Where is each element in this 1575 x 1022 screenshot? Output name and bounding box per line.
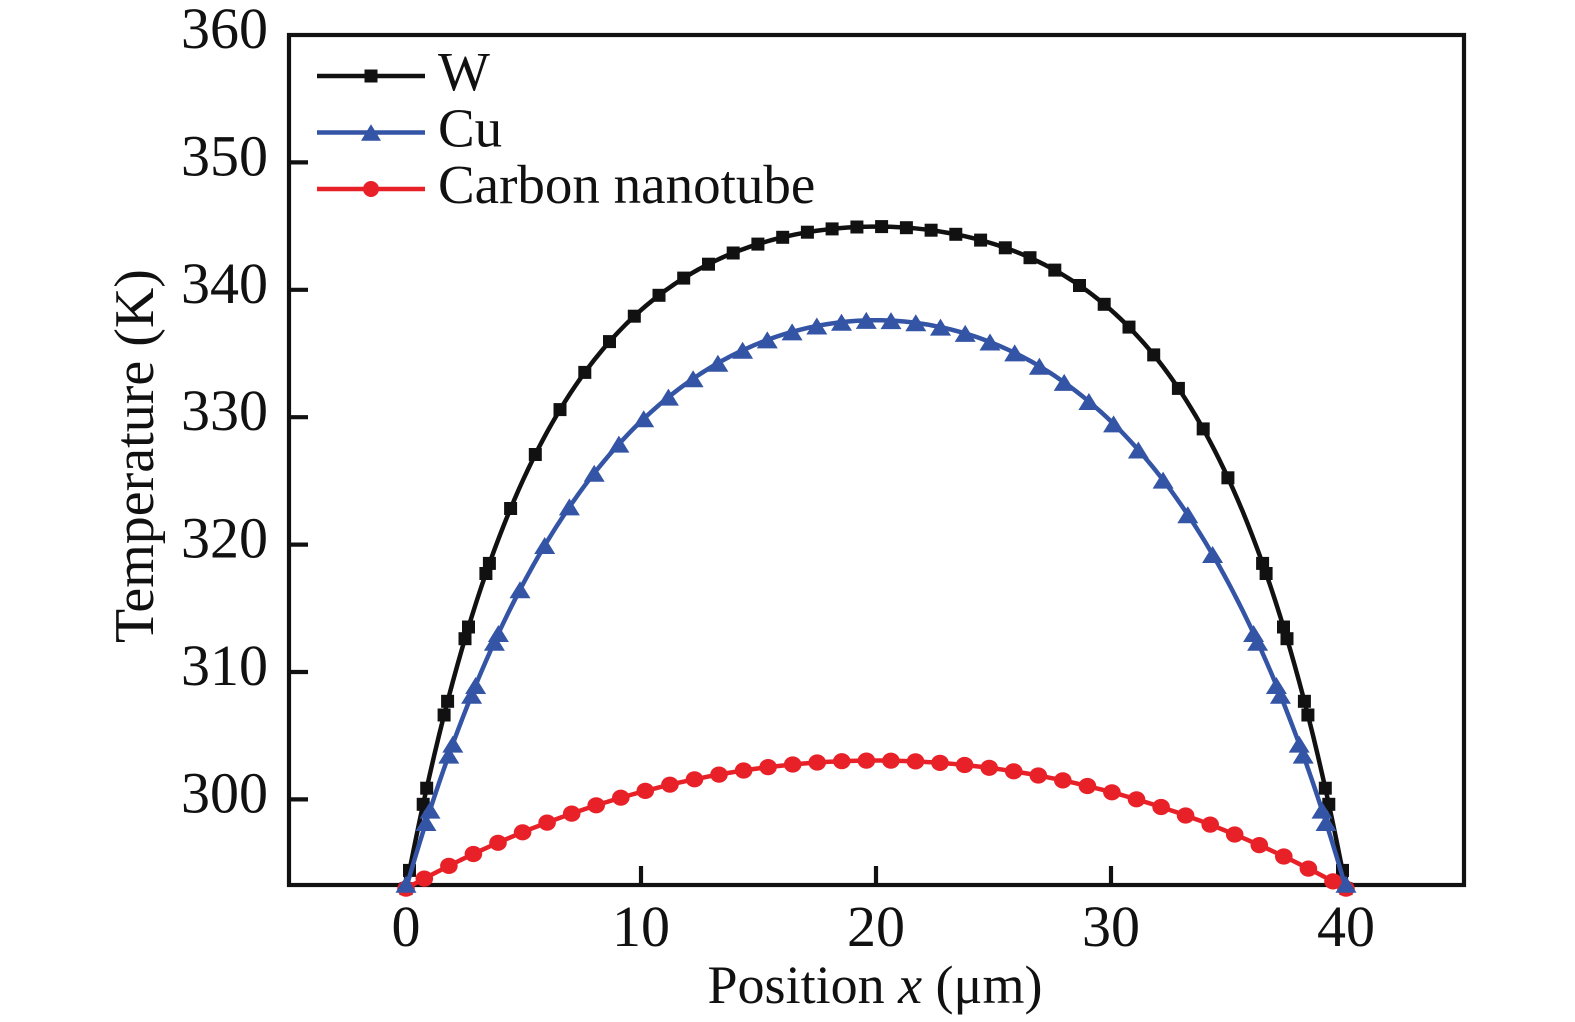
- svg-text:360: 360: [181, 0, 268, 61]
- svg-text:310: 310: [181, 633, 268, 698]
- svg-text:320: 320: [181, 506, 268, 571]
- svg-text:330: 330: [181, 378, 268, 443]
- svg-text:40: 40: [1317, 894, 1375, 959]
- svg-text:350: 350: [181, 123, 268, 188]
- svg-text:Carbon nanotube: Carbon nanotube: [438, 154, 815, 215]
- svg-text:Position x (μm): Position x (μm): [708, 955, 1043, 1015]
- svg-text:20: 20: [847, 894, 905, 959]
- svg-text:10: 10: [612, 894, 670, 959]
- svg-text:340: 340: [181, 251, 268, 316]
- svg-text:W: W: [438, 41, 490, 102]
- svg-text:0: 0: [392, 894, 421, 959]
- svg-text:30: 30: [1082, 894, 1140, 959]
- svg-text:Temperature (K): Temperature (K): [104, 269, 166, 643]
- svg-text:300: 300: [181, 760, 268, 825]
- svg-text:Cu: Cu: [438, 98, 502, 159]
